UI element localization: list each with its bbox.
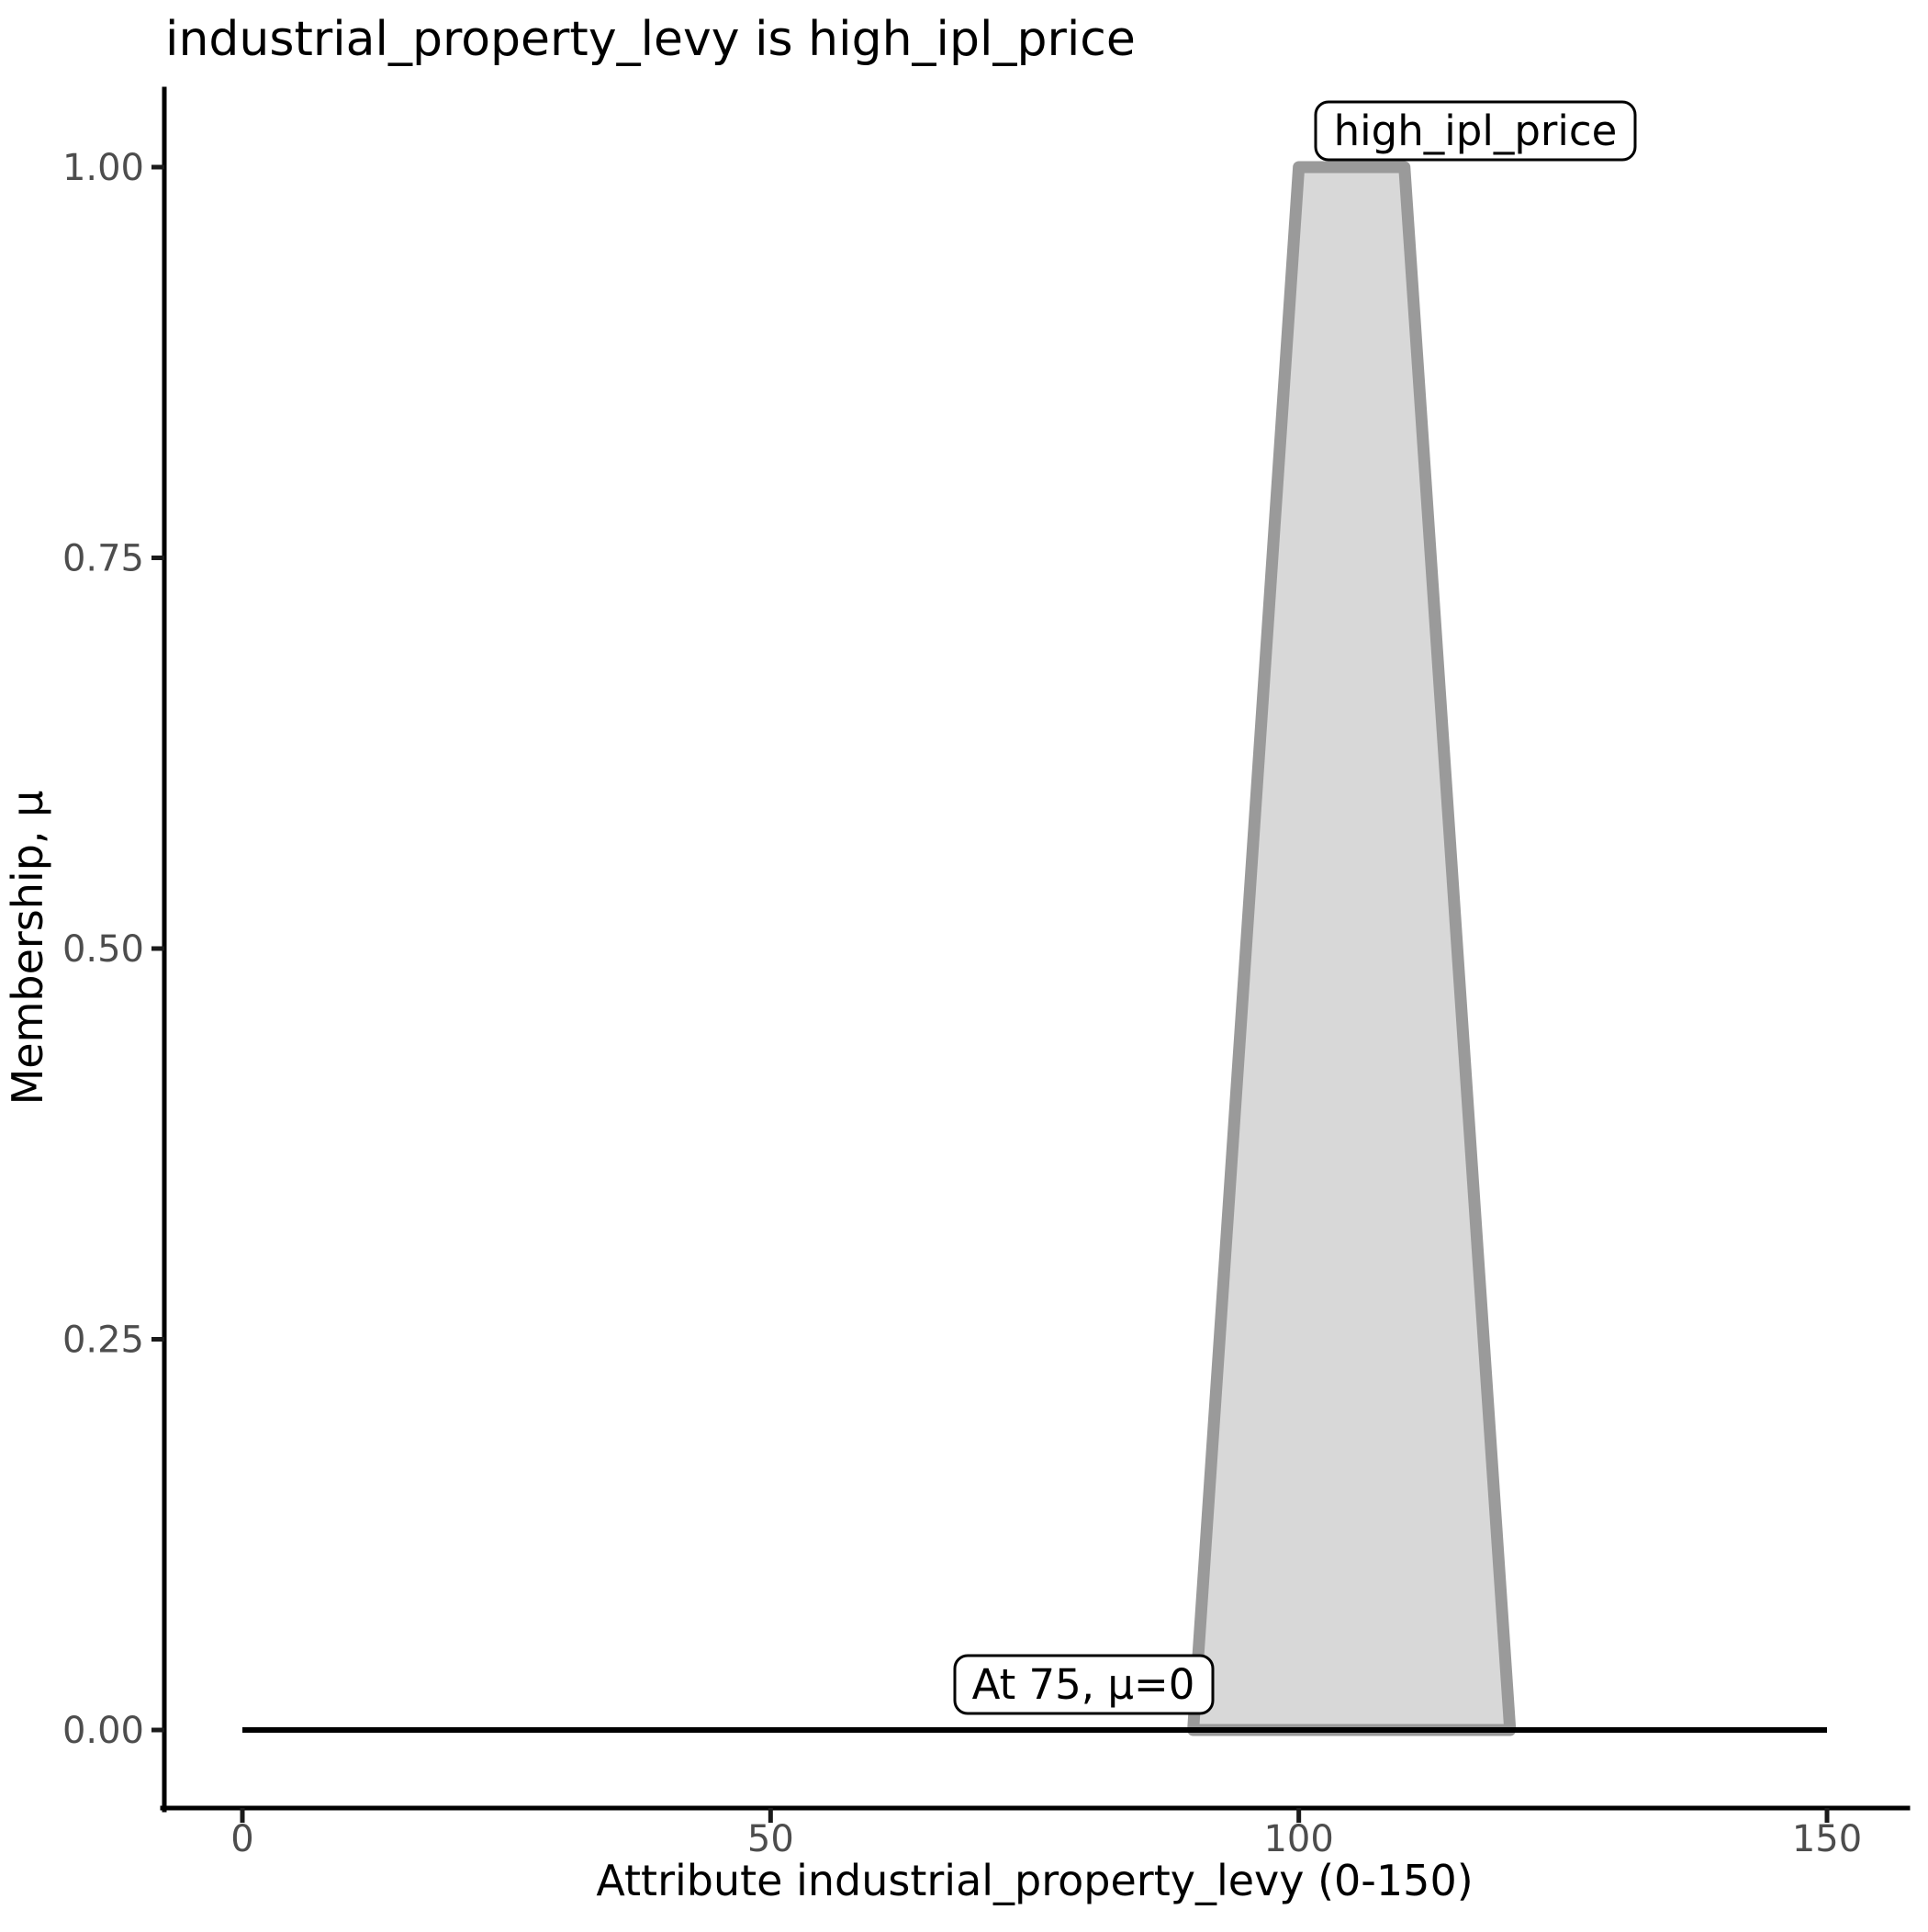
- point-annotation-text: At 75, μ=0: [972, 1660, 1195, 1709]
- y-tick-label: 0.75: [62, 538, 144, 580]
- y-tick-label: 1.00: [62, 147, 144, 189]
- x-tick-label: 100: [1263, 1818, 1333, 1860]
- y-axis-ticks: 0.00 0.25 0.50 0.75 1.00: [62, 147, 164, 1752]
- y-tick-label: 0.00: [62, 1710, 144, 1752]
- x-axis-title: Attribute industrial_property_levy (0-15…: [596, 1856, 1473, 1905]
- y-tick-label: 0.50: [62, 928, 144, 971]
- term-label-text: high_ipl_price: [1334, 107, 1618, 155]
- x-tick-label: 150: [1792, 1818, 1862, 1860]
- x-axis: 0 50 100 150 Attribute industrial_property_…: [160, 1805, 1911, 1905]
- x-axis-ticks: 0 50 100 150: [230, 1808, 1862, 1860]
- x-tick-label: 0: [230, 1818, 253, 1860]
- point-annotation-box: [953, 1654, 1215, 1715]
- point-annotation: At 75, μ=0: [953, 1654, 1215, 1715]
- y-tick-label: 0.25: [62, 1320, 144, 1362]
- x-tick-label: 50: [747, 1818, 794, 1860]
- chart-title: industrial_property_levy is high_ipl_pri…: [165, 12, 1136, 67]
- membership-trapezoid: [1187, 161, 1517, 1736]
- term-label-box: [1314, 100, 1637, 162]
- y-axis-title: Membership, μ: [3, 791, 52, 1106]
- term-label: high_ipl_price: [1314, 100, 1637, 162]
- y-axis: 0.00 0.25 0.50 0.75 1.00 Membership, μ: [3, 86, 167, 1813]
